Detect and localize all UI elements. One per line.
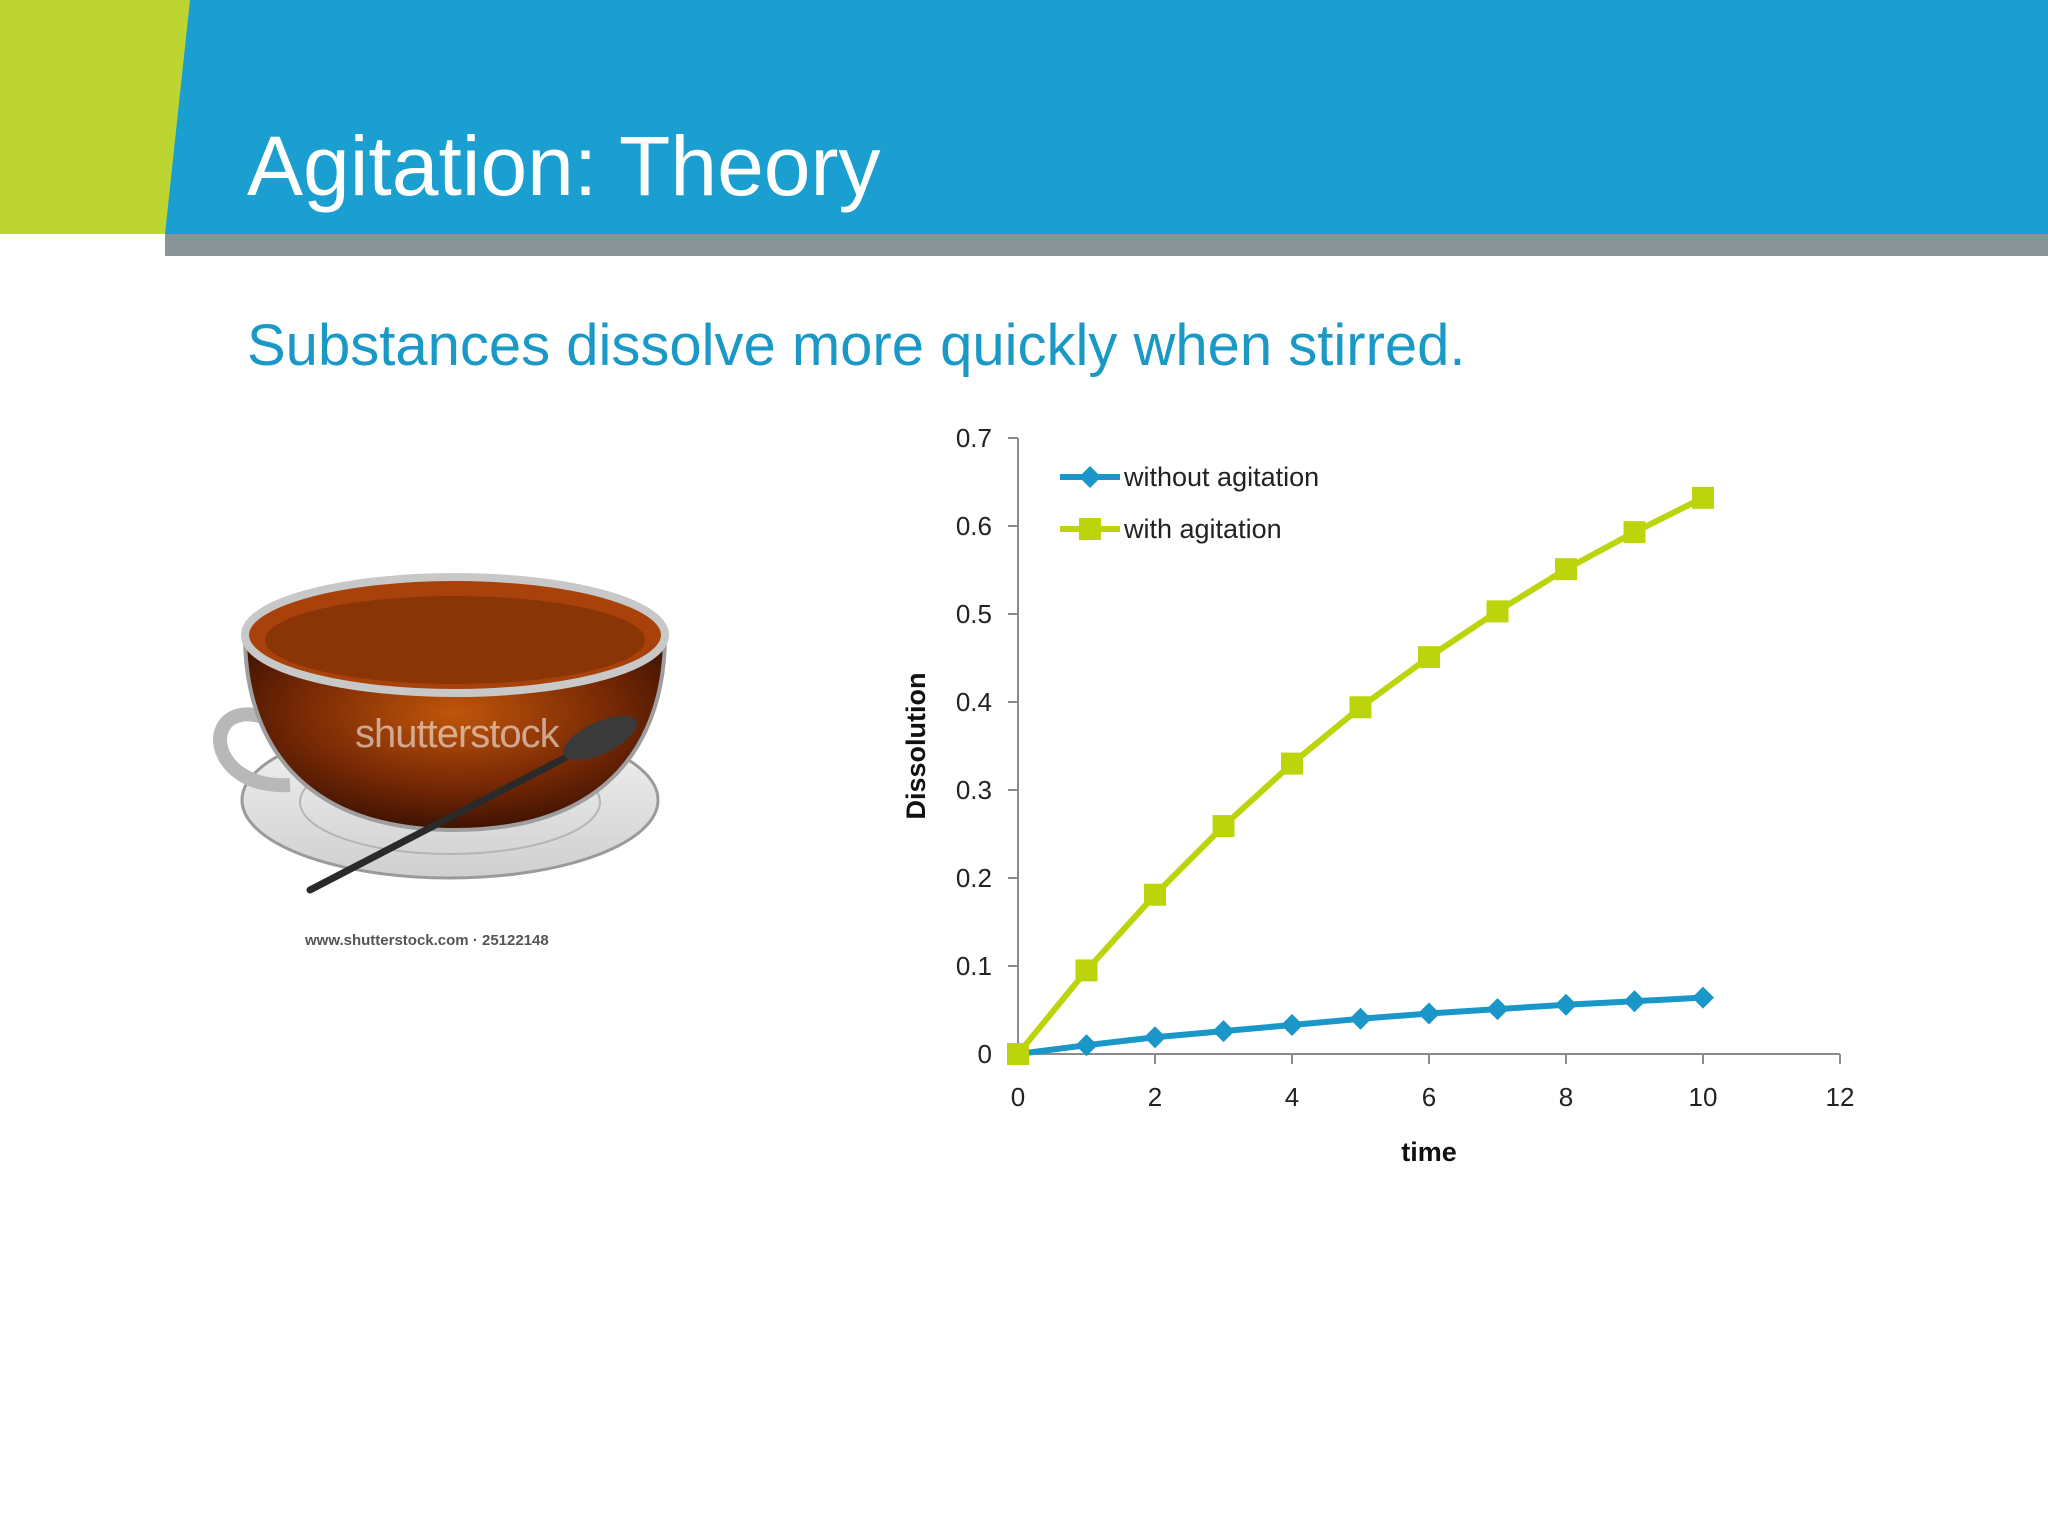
data-point-square <box>1349 696 1372 719</box>
watermark-text: shutterstock <box>355 712 560 756</box>
data-point-square <box>1281 752 1303 775</box>
data-point-square <box>1418 646 1440 669</box>
y-tick-label: 0 <box>978 1039 992 1069</box>
x-tick-label: 12 <box>1826 1082 1855 1112</box>
data-point-diamond <box>1144 1026 1166 1049</box>
data-point-diamond <box>1623 990 1646 1013</box>
spoon <box>306 746 584 894</box>
data-point-diamond <box>1281 1013 1303 1036</box>
data-point-square <box>1486 600 1509 623</box>
teacup-photo <box>213 573 669 894</box>
data-point-square <box>1555 558 1577 581</box>
x-tick-label: 6 <box>1422 1082 1436 1112</box>
legend-label: without agitation <box>1123 462 1319 492</box>
header-band <box>0 0 2048 256</box>
x-axis-title: time <box>1401 1137 1457 1167</box>
data-point-diamond <box>1212 1020 1235 1043</box>
series-line-1 <box>1015 495 1705 1056</box>
y-tick-label: 0.5 <box>956 599 992 629</box>
data-point-square <box>1623 521 1646 544</box>
spoon-bowl <box>563 715 637 761</box>
legend-label: with agitation <box>1123 514 1282 544</box>
data-point-square <box>1212 815 1235 838</box>
data-point-square <box>1692 486 1714 509</box>
data-point-square <box>1007 1043 1029 1065</box>
x-tick-label: 8 <box>1559 1082 1573 1112</box>
data-point-diamond <box>1075 1034 1098 1057</box>
x-tick-label: 2 <box>1148 1082 1162 1112</box>
header-blue-band <box>0 0 2048 234</box>
legend-marker-diamond <box>1079 466 1101 488</box>
data-point-square <box>1144 883 1166 906</box>
y-tick-label: 0.7 <box>956 423 992 453</box>
y-tick-label: 0.4 <box>956 687 992 717</box>
y-tick-label: 0.1 <box>956 951 992 981</box>
data-point-diamond <box>1555 993 1577 1016</box>
y-axis-title: Dissolution <box>901 673 931 820</box>
x-tick-label: 10 <box>1689 1082 1718 1112</box>
header-green-accent <box>0 0 190 234</box>
data-point-square <box>1075 959 1098 982</box>
header-shadow <box>165 232 2048 256</box>
x-tick-label: 0 <box>1011 1082 1025 1112</box>
tea-surface <box>265 596 645 684</box>
y-tick-label: 0.6 <box>956 511 992 541</box>
data-point-diamond <box>1486 998 1509 1021</box>
cup-handle <box>213 707 291 793</box>
data-point-diamond <box>1692 986 1714 1009</box>
data-point-diamond <box>1349 1007 1372 1030</box>
y-tick-label: 0.3 <box>956 775 992 805</box>
series-line-0 <box>1017 994 1704 1057</box>
data-point-diamond <box>1007 1043 1029 1065</box>
slide-title: Agitation: Theory <box>247 119 881 213</box>
slide-subtitle: Substances dissolve more quickly when st… <box>247 313 1466 378</box>
image-caption: www.shutterstock.com · 25122148 <box>305 932 549 949</box>
y-tick-label: 0.2 <box>956 863 992 893</box>
x-tick-label: 4 <box>1285 1082 1299 1112</box>
legend-marker-square <box>1079 518 1101 540</box>
data-point-diamond <box>1418 1002 1440 1025</box>
